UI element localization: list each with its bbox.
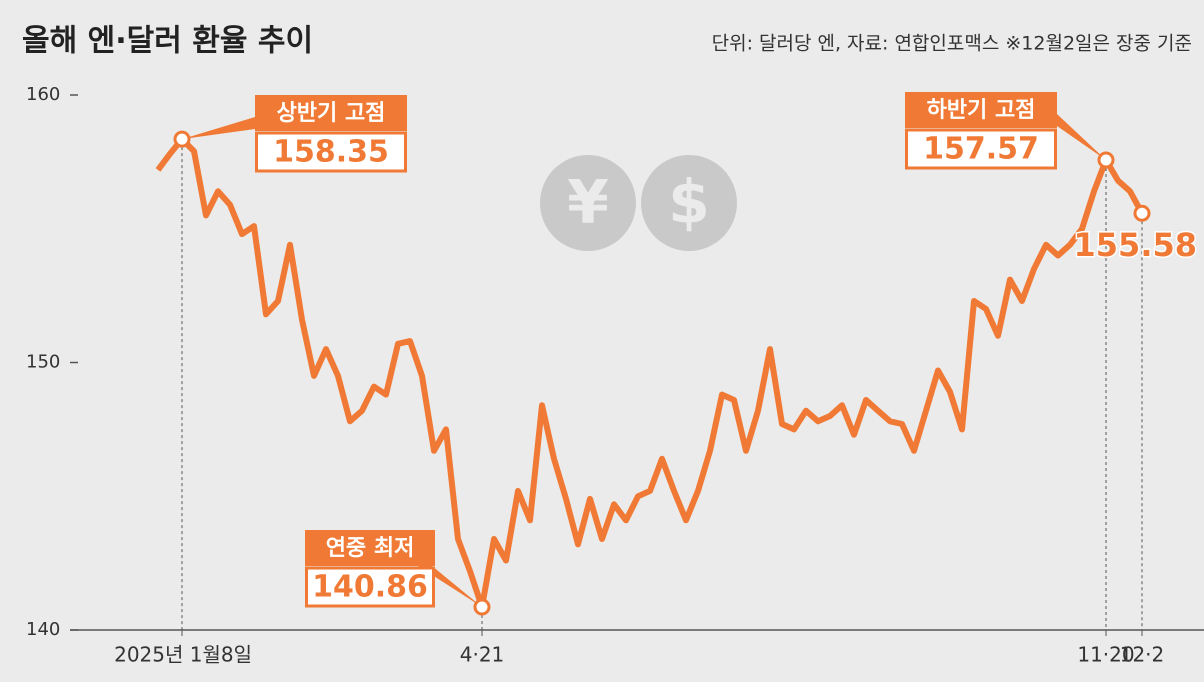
point-marker xyxy=(1133,204,1151,222)
rate-line xyxy=(155,136,1145,610)
x-tick-label: 11·20 xyxy=(1077,643,1134,667)
callout-pointer xyxy=(1057,114,1106,161)
note-label: 상반기 고점 xyxy=(277,101,386,126)
yen-symbol: ¥ xyxy=(567,168,609,238)
chart-title: 올해 엔·달러 환율 추이 xyxy=(22,24,313,59)
chart-subtitle: 단위: 달러당 엔, 자료: 연합인포맥스 ※12월2일은 장중 기준 xyxy=(712,33,1192,55)
point-marker xyxy=(1097,151,1115,169)
x-tick-label: 2025년 1월8일 xyxy=(114,643,252,667)
note-label: 하반기 고점 xyxy=(927,98,1036,123)
x-tick-label: 12·2 xyxy=(1120,643,1165,667)
value-label: 140.86 xyxy=(312,570,428,605)
value-box xyxy=(905,128,1057,170)
y-tick-label: 140 xyxy=(26,619,60,640)
value-box xyxy=(255,131,407,173)
callout-pointer xyxy=(182,117,255,140)
value-label: 155.58 xyxy=(1074,226,1197,264)
value-label: 157.57 xyxy=(923,132,1039,167)
note-box xyxy=(255,95,407,131)
currency-icons: ¥ $ xyxy=(540,155,737,251)
yen-icon xyxy=(540,155,636,251)
y-tick-label: 160 xyxy=(26,84,60,105)
dollar-symbol: $ xyxy=(668,168,710,238)
value-box xyxy=(305,566,435,608)
value-label: 158.35 xyxy=(273,135,389,170)
note-box xyxy=(305,530,435,566)
y-tick-label: 150 xyxy=(26,352,60,373)
note-box xyxy=(905,92,1057,128)
dollar-icon xyxy=(641,155,737,251)
point-marker xyxy=(473,598,491,616)
note-label: 연중 최저 xyxy=(326,536,415,561)
x-tick-label: 4·21 xyxy=(460,643,505,667)
point-marker xyxy=(173,130,191,148)
